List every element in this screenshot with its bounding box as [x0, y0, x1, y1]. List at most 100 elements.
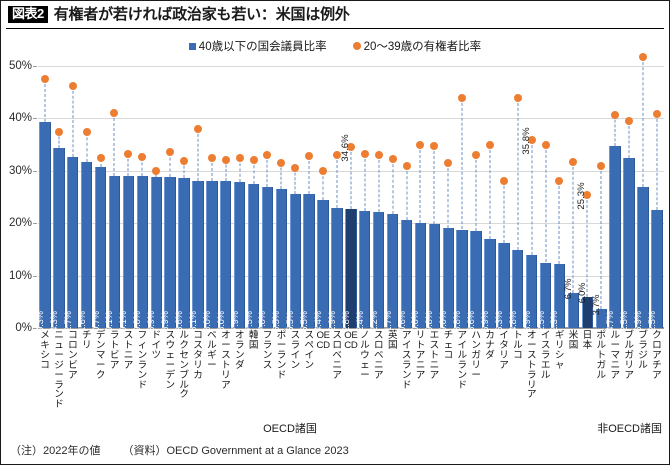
mp-ratio-bar[interactable]: 22.9%: [326, 208, 343, 337]
voter-ratio-dot[interactable]: [611, 111, 620, 120]
mp-ratio-bar[interactable]: 18.8%: [451, 229, 468, 337]
voter-ratio-dot[interactable]: [458, 93, 467, 102]
voter-ratio-dot[interactable]: [110, 108, 119, 117]
category-label-text: ポーランド: [276, 330, 287, 381]
voter-ratio-dot[interactable]: [388, 155, 397, 164]
mp-ratio-bar[interactable]: 26.5%: [270, 189, 288, 337]
mp-ratio-bar[interactable]: 29.0%: [131, 176, 148, 337]
category-label: カナダ: [483, 330, 497, 414]
voter-ratio-dot[interactable]: [319, 166, 328, 175]
mp-ratio-bar[interactable]: 30.7%: [90, 167, 107, 337]
chart-column: 20.0%: [409, 66, 427, 337]
voter-ratio-dot[interactable]: [597, 161, 606, 170]
mp-ratio-bar[interactable]: 29.1%: [117, 175, 135, 337]
mp-ratio-bar[interactable]: 6.0%: [576, 282, 593, 328]
mp-ratio-bar[interactable]: 25.5%: [284, 194, 301, 337]
mp-ratio-bar[interactable]: 20.0%: [409, 223, 427, 337]
mp-ratio-bar[interactable]: 28.1%: [187, 180, 204, 337]
voter-ratio-dot[interactable]: [513, 93, 522, 102]
voter-ratio-dot[interactable]: [180, 157, 189, 166]
mp-ratio-bar[interactable]: 22.2%: [368, 211, 385, 337]
voter-ratio-dot[interactable]: [569, 158, 578, 167]
mp-ratio-bar[interactable]: 34.3%: [48, 148, 65, 337]
voter-ratio-dot[interactable]: [305, 152, 314, 161]
category-label: 韓国: [247, 330, 261, 414]
mp-ratio-bar[interactable]: 25.5%: [298, 194, 315, 337]
voter-ratio-dot[interactable]: [40, 74, 49, 83]
legend-item-bar: 40歳以下の国会議員比率: [188, 38, 327, 54]
voter-ratio-dot[interactable]: [472, 150, 481, 159]
voter-ratio-dot[interactable]: [360, 150, 369, 159]
mp-ratio-bar[interactable]: 3.7%: [590, 294, 607, 328]
voter-ratio-dot[interactable]: [402, 161, 411, 170]
category-label: チリ: [80, 330, 94, 414]
voter-ratio-dot[interactable]: [332, 151, 341, 160]
mp-ratio-bar[interactable]: 16.9%: [479, 239, 496, 337]
mp-ratio-bar[interactable]: 13.9%: [521, 255, 538, 337]
voter-ratio-dot[interactable]: [555, 177, 564, 186]
voter-ratio-dot[interactable]: [346, 142, 355, 151]
voter-ratio-dot[interactable]: [82, 128, 91, 137]
mp-ratio-bar[interactable]: 31.6%: [76, 162, 93, 337]
voter-ratio-dot[interactable]: [527, 136, 536, 145]
mp-ratio-bar[interactable]: 16.3%: [493, 242, 510, 337]
mp-ratio-bar[interactable]: 28.6%: [173, 178, 190, 337]
voter-ratio-dot[interactable]: [249, 156, 258, 165]
voter-ratio-dot[interactable]: [221, 156, 230, 165]
voter-ratio-dot[interactable]: [583, 191, 592, 200]
mp-ratio-bar[interactable]: 18.6%: [465, 230, 482, 337]
mp-ratio-bar[interactable]: 22.5%: [646, 210, 663, 337]
mp-ratio-bar[interactable]: 28.9%: [145, 176, 162, 337]
voter-ratio-dot[interactable]: [652, 109, 661, 118]
voter-ratio-dot[interactable]: [638, 52, 647, 61]
voter-ratio-dot[interactable]: [54, 127, 63, 136]
mp-ratio-bar[interactable]: 20.6%: [396, 220, 413, 337]
bar-value-label: 6.0%: [576, 282, 588, 303]
mp-ratio-bar[interactable]: 22.4%: [354, 210, 371, 337]
voter-ratio-dot[interactable]: [152, 167, 161, 176]
mp-ratio-bar[interactable]: 27.0%: [256, 186, 274, 337]
voter-ratio-dot[interactable]: [485, 140, 494, 149]
voter-ratio-dot[interactable]: [291, 163, 300, 172]
voter-ratio-dot[interactable]: [277, 158, 286, 167]
mp-ratio-bar[interactable]: 32.7%: [62, 156, 79, 337]
voter-ratio-dot[interactable]: [444, 158, 453, 167]
mp-ratio-bar[interactable]: 6.7%: [562, 279, 580, 328]
voter-ratio-dot[interactable]: [430, 141, 439, 150]
mp-ratio-bar[interactable]: 27.5%: [243, 183, 260, 337]
voter-ratio-dot[interactable]: [541, 140, 550, 149]
voter-ratio-dot[interactable]: [124, 150, 133, 159]
voter-ratio-dot[interactable]: [374, 150, 383, 159]
mp-ratio-bar[interactable]: 12.5%: [535, 262, 552, 337]
title-divider: [6, 28, 664, 29]
mp-ratio-bar[interactable]: 39.3%: [34, 122, 51, 337]
mp-ratio-bar[interactable]: 19.8%: [423, 224, 441, 337]
voter-ratio-dot[interactable]: [263, 151, 272, 160]
mp-ratio-bar[interactable]: 14.8%: [507, 250, 524, 337]
mp-ratio-bar[interactable]: 29.1%: [103, 175, 121, 337]
voter-ratio-dot[interactable]: [207, 153, 216, 162]
voter-ratio-dot[interactable]: [68, 81, 77, 90]
voter-ratio-dot[interactable]: [499, 177, 508, 186]
dot-stem: [183, 161, 185, 179]
mp-ratio-bar[interactable]: 34.7%: [604, 146, 621, 337]
mp-ratio-bar[interactable]: 12.3%: [548, 263, 566, 337]
voter-ratio-dot[interactable]: [235, 153, 244, 162]
mp-ratio-bar[interactable]: 22.8%: [340, 208, 357, 337]
mp-ratio-bar[interactable]: 24.4%: [312, 200, 329, 337]
mp-ratio-bar[interactable]: 19.0%: [437, 228, 454, 337]
mp-ratio-bar[interactable]: 26.9%: [632, 187, 649, 337]
voter-ratio-dot[interactable]: [625, 117, 634, 126]
voter-ratio-dot[interactable]: [193, 125, 202, 134]
mp-ratio-bar[interactable]: 28.9%: [159, 176, 176, 337]
mp-ratio-bar[interactable]: 21.7%: [382, 214, 399, 337]
chart-column: 29.1%: [103, 66, 122, 337]
voter-ratio-dot[interactable]: [96, 153, 105, 162]
mp-ratio-bar[interactable]: 28.0%: [215, 181, 232, 337]
voter-ratio-dot[interactable]: [166, 148, 175, 157]
mp-ratio-bar[interactable]: 32.5%: [618, 157, 635, 337]
voter-ratio-dot[interactable]: [416, 140, 425, 149]
mp-ratio-bar[interactable]: 27.9%: [229, 181, 246, 337]
voter-ratio-dot[interactable]: [138, 153, 147, 162]
mp-ratio-bar[interactable]: 28.0%: [201, 181, 218, 337]
